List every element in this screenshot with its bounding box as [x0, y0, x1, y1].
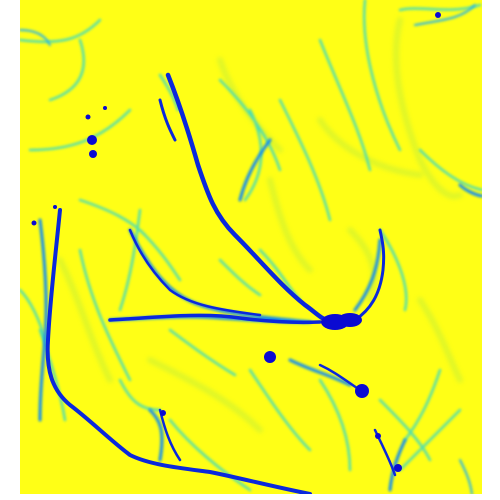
minor-hillslope-flow — [57, 17, 463, 433]
pit-west-4 — [103, 106, 107, 110]
main-stream-west-branch — [108, 313, 322, 325]
main-stream-central — [165, 72, 333, 325]
pit-small-3 — [435, 12, 441, 18]
pit-south — [355, 384, 369, 398]
main-stream-north-east — [158, 98, 177, 142]
pit-small-4 — [375, 433, 381, 439]
main-stream-south-west — [45, 208, 312, 494]
pits-and-lakes — [31, 12, 441, 472]
pit-small-1 — [53, 205, 57, 209]
pit-center — [264, 351, 276, 363]
main-stream-north-branch — [128, 228, 262, 317]
pit-southeast — [394, 464, 402, 472]
pit-far-west — [31, 220, 37, 226]
edge-streams — [20, 4, 476, 494]
drainage-network-svg — [20, 0, 482, 494]
terrain-background — [20, 0, 482, 494]
pit-west-3 — [85, 114, 91, 120]
pit-small-2 — [160, 410, 166, 416]
lake-large-2 — [338, 313, 362, 327]
tributary-streams — [20, 0, 482, 492]
pit-west-2 — [89, 150, 97, 158]
flow-accumulation-map — [20, 0, 482, 494]
main-stream-east-junction — [353, 228, 386, 322]
pit-west-1 — [87, 135, 97, 145]
